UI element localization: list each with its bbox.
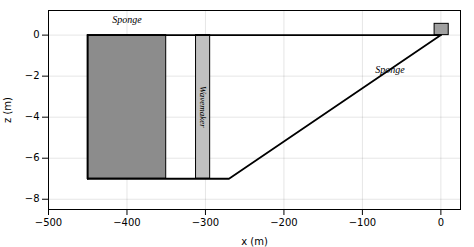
svg-text:0: 0 [438, 217, 444, 228]
svg-text:−300: −300 [192, 217, 219, 228]
svg-text:0: 0 [33, 29, 39, 40]
svg-text:−2: −2 [25, 70, 40, 81]
svg-text:z (m): z (m) [2, 97, 13, 123]
svg-text:−4: −4 [25, 111, 40, 122]
svg-text:x (m): x (m) [241, 236, 268, 247]
svg-text:−6: −6 [25, 152, 40, 163]
svg-text:Sponge: Sponge [375, 64, 405, 75]
svg-text:−100: −100 [349, 217, 376, 228]
svg-text:−200: −200 [270, 217, 297, 228]
svg-text:Sponge: Sponge [112, 14, 142, 25]
svg-text:−8: −8 [25, 193, 40, 204]
svg-text:−500: −500 [35, 217, 62, 228]
svg-text:Wavemaker: Wavemaker [198, 86, 208, 128]
svg-text:−400: −400 [113, 217, 140, 228]
